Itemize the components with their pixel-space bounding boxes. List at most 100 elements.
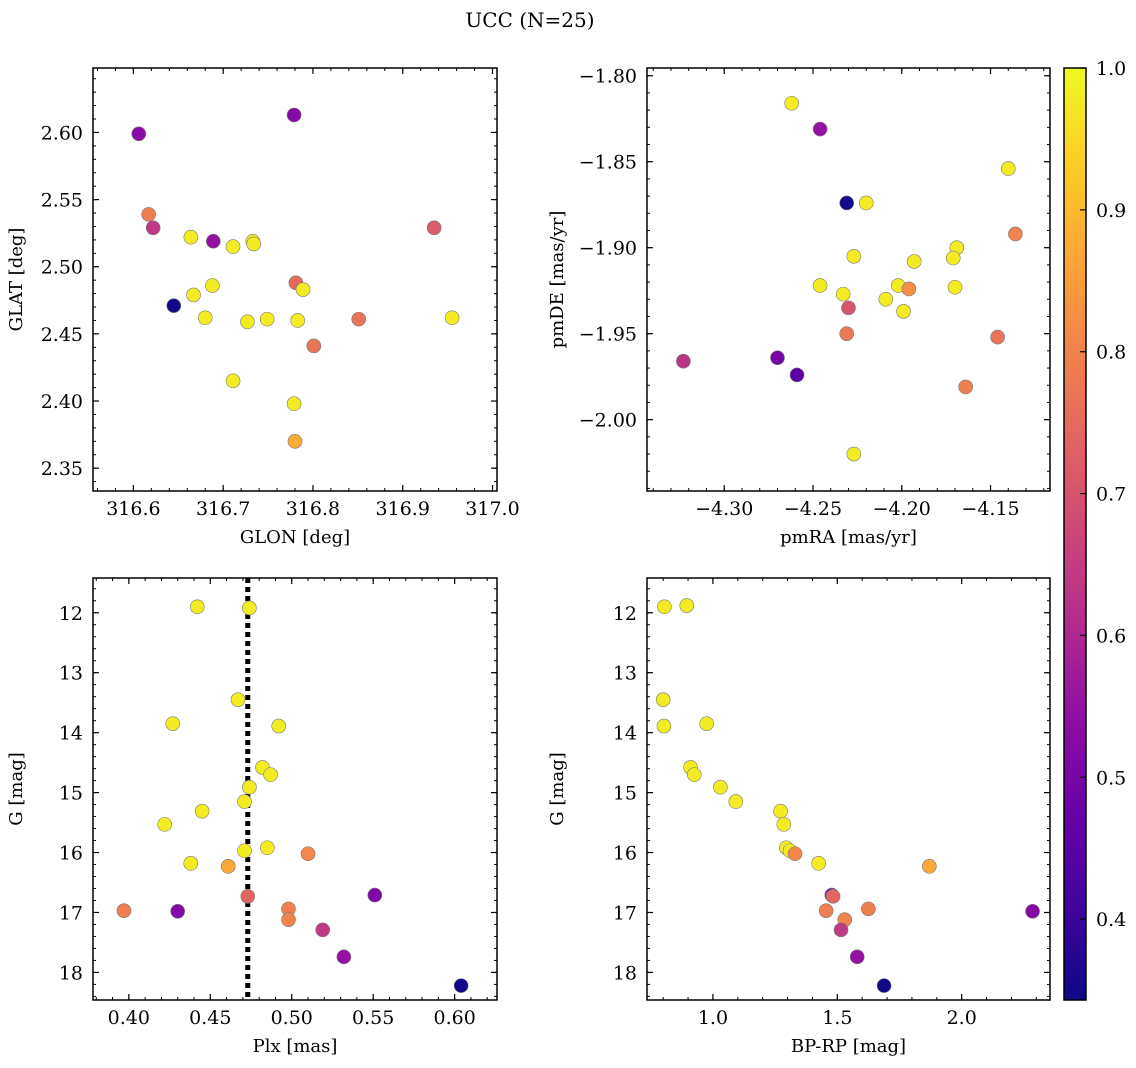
scatter-point <box>246 236 262 252</box>
scatter-point <box>657 599 672 615</box>
colorbar-tick-label: 0.9 <box>1096 200 1126 222</box>
scatter-point <box>841 300 856 316</box>
y-tick-label: −1.95 <box>579 324 637 346</box>
colorbar-gradient <box>1063 67 1087 1001</box>
scatter-point <box>945 250 961 266</box>
x-tick-label: −4.20 <box>873 498 931 520</box>
y-tick-label: 2.55 <box>41 190 83 212</box>
x-tick-label: 0.55 <box>352 1007 394 1029</box>
y-tick-label: 16 <box>59 843 83 865</box>
y-tick-label: −2.00 <box>579 410 637 432</box>
colorbar-tick-label: 0.5 <box>1096 767 1126 789</box>
scatter-point <box>145 220 161 236</box>
scatter-point <box>878 291 894 307</box>
x-tick-label: −4.30 <box>695 498 753 520</box>
x-tick-label: 1.5 <box>822 1007 852 1029</box>
y-tick-label: 2.40 <box>41 391 83 413</box>
scatter-point <box>281 912 296 927</box>
y-tick-label: 18 <box>613 962 637 984</box>
scatter-panels: 316.6 316.7 316.8 316.9 317.0 2.35 2.40 2.45 2.5… <box>6 66 1051 1057</box>
axes-frame <box>646 67 1051 492</box>
y-tick-label: 2.50 <box>41 257 83 279</box>
y-tick-label: 2.60 <box>41 122 83 144</box>
y-tick-label: 16 <box>613 843 637 865</box>
scatter-point <box>858 195 874 211</box>
colorbar-tick-label: 0.7 <box>1096 484 1126 506</box>
x-axis-label: pmRA [mas/yr] <box>780 527 917 548</box>
colorbar-tick-label: 0.4 <box>1096 909 1126 931</box>
x-tick-label: 316.8 <box>286 498 340 520</box>
scatter-point <box>787 846 803 862</box>
x-tick-label: 0.50 <box>271 1007 313 1029</box>
x-tick-label: 316.7 <box>196 498 250 520</box>
scatter-point <box>165 716 181 731</box>
scatter-point <box>237 843 252 859</box>
y-tick-label: 17 <box>59 902 83 924</box>
scatter-panel-4: 1.0 1.5 2.0 12 13 14 15 16 17 18 BP-RP [mag] G [mag… <box>547 577 1051 1057</box>
y-tick-label: 13 <box>59 663 83 685</box>
y-tick-label: −1.80 <box>579 66 637 88</box>
scatter-point <box>141 207 156 222</box>
x-tick-label: 317.0 <box>465 498 519 520</box>
scatter-point <box>351 311 367 327</box>
x-axis-label: GLON [deg] <box>240 527 350 548</box>
scatter-point <box>290 313 305 328</box>
scatter-point <box>1025 903 1040 919</box>
colorbar-tick-label: 0.8 <box>1096 342 1126 364</box>
scatter-panel-1: 316.6 316.7 316.8 316.9 317.0 2.35 2.40 2.45 2.5… <box>6 67 520 548</box>
x-tick-label: 0.45 <box>189 1007 231 1029</box>
y-tick-label: 14 <box>59 723 83 745</box>
scatter-point <box>225 373 241 389</box>
x-axis-label: Plx [mas] <box>253 1036 338 1057</box>
x-tick-label: −4.15 <box>961 498 1019 520</box>
scatter-point <box>825 888 841 904</box>
scatter-point <box>263 767 278 782</box>
scatter-point <box>947 279 963 295</box>
scatter-point <box>876 978 892 993</box>
y-tick-label: 14 <box>613 723 637 745</box>
colorbar: 0.4 0.5 0.6 0.7 0.8 0.9 1.0 <box>1063 58 1126 1001</box>
scatter-point <box>896 304 911 319</box>
scatter-point <box>197 310 213 326</box>
scatter-point <box>676 353 691 369</box>
scatter-point <box>300 846 316 862</box>
scatter-point <box>656 718 672 734</box>
scatter-point <box>189 599 205 615</box>
x-tick-label: 0.60 <box>433 1007 475 1029</box>
scatter-point <box>728 794 744 809</box>
y-tick-label: −1.90 <box>579 238 637 260</box>
scatter-point <box>286 396 302 412</box>
scatter-point <box>271 718 287 734</box>
scatter-point <box>861 901 876 917</box>
y-axis-label: GLAT [deg] <box>6 228 27 332</box>
scatter-point <box>839 195 855 211</box>
scatter-point <box>206 233 221 249</box>
x-tick-label: 316.6 <box>106 498 160 520</box>
scatter-point <box>699 716 715 731</box>
axes-frame <box>92 577 498 1001</box>
scatter-point <box>990 329 1005 345</box>
x-axis-label: BP-RP [mag] <box>791 1036 906 1057</box>
scatter-point <box>679 598 695 613</box>
scatter-point <box>183 229 199 245</box>
scatter-point <box>259 311 275 327</box>
scatter-point <box>833 922 849 938</box>
scatter-point <box>242 779 257 795</box>
axes-frame <box>646 577 1051 1001</box>
scatter-point <box>922 859 937 874</box>
x-tick-label: 0.40 <box>108 1007 150 1029</box>
scatter-panel-2: −4.30 −4.25 −4.20 −4.15 −2.00 −1.95 −1.90 −1.85… <box>547 66 1051 548</box>
scatter-point <box>713 779 728 795</box>
y-tick-label: 2.45 <box>41 324 83 346</box>
scatter-point <box>225 239 241 254</box>
colorbar-ticks: 0.4 0.5 0.6 0.7 0.8 0.9 1.0 <box>1080 58 1126 931</box>
scatter-point <box>131 126 147 142</box>
scatter-point <box>242 600 257 616</box>
scatter-point <box>1000 161 1016 176</box>
colorbar-tick-label: 1.0 <box>1096 58 1126 80</box>
scatter-point <box>287 434 303 449</box>
scatter-point <box>426 220 442 236</box>
y-tick-label: 15 <box>613 783 637 805</box>
y-tick-label: 15 <box>59 783 83 805</box>
scatter-point <box>773 803 788 819</box>
